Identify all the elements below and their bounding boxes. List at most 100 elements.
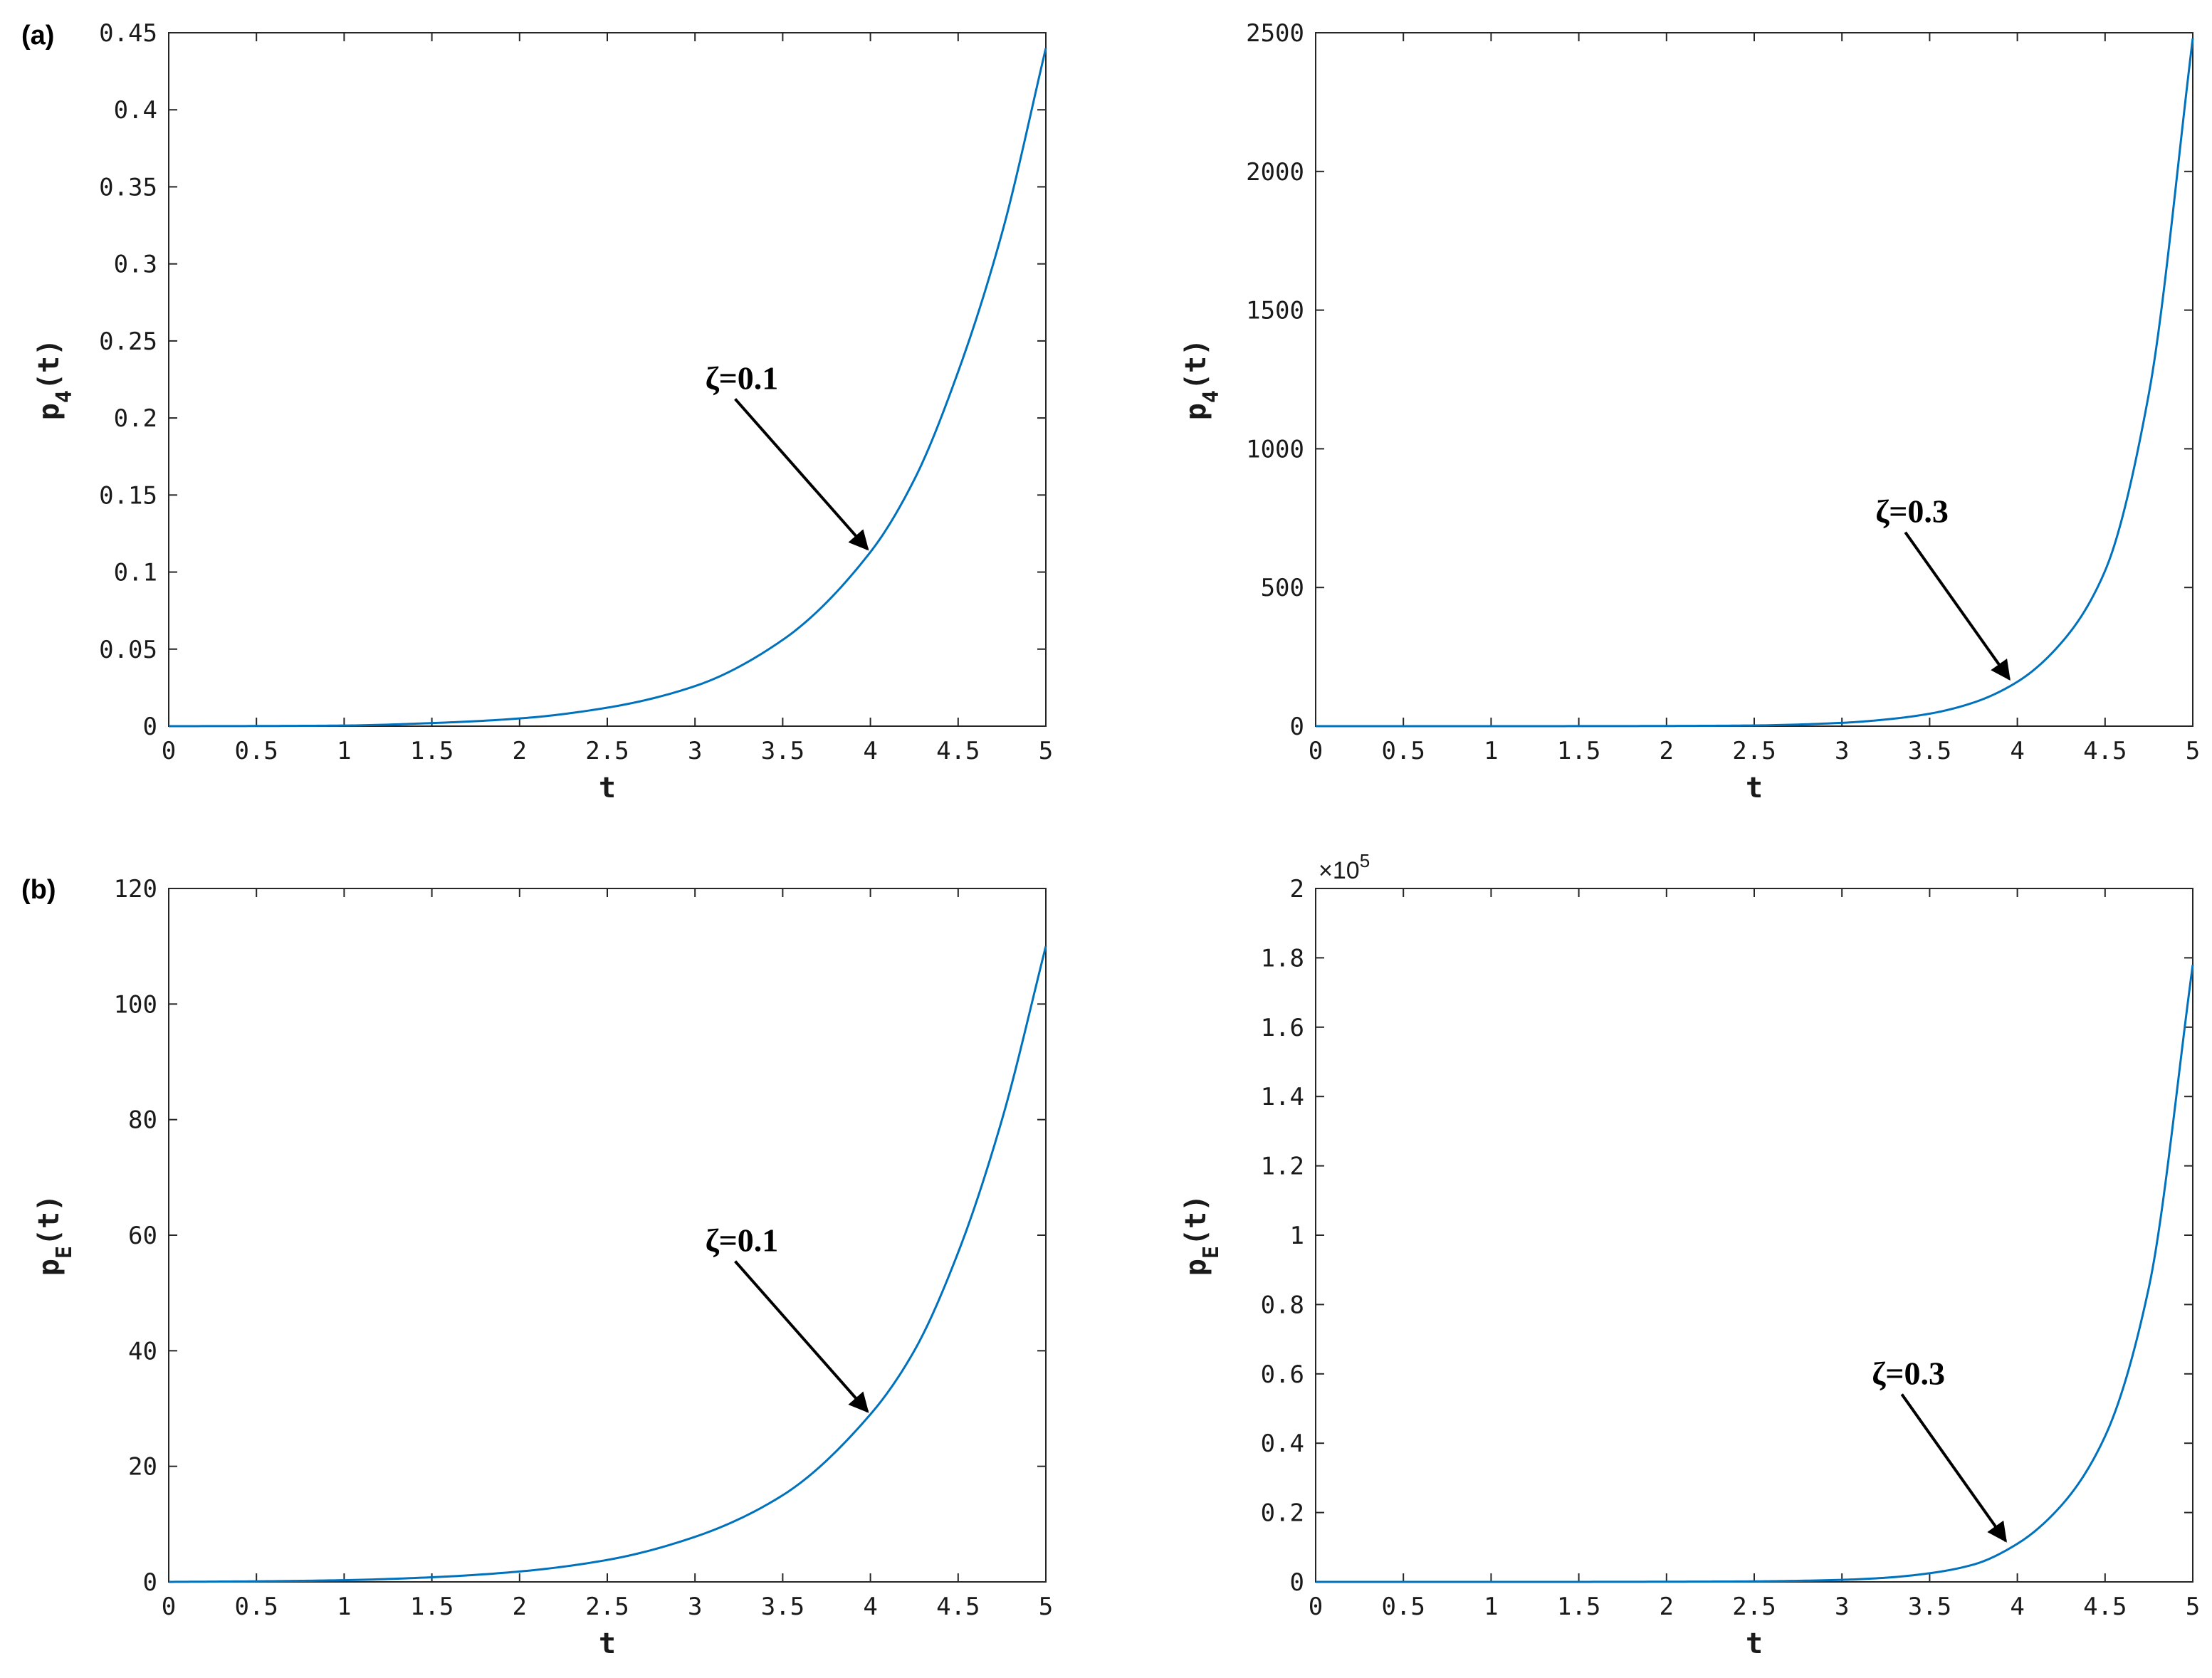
y-tick-label: 1000 <box>1246 435 1304 463</box>
panel-label-a: (a) <box>21 21 54 51</box>
y-axis-label-subscript: 4 <box>52 390 77 403</box>
chart-panel-1: 0 0.5 1 1.5 2 2.5 3 3.5 4 4.5 5 0 0.05 0.1 0.15 0.2 0.25… <box>33 19 1053 804</box>
chart-panel-4: 0 0.5 1 1.5 2 2.5 3 3.5 4 4.5 5 0 0.2 0.4 0.6 0.8 1 1.2 1.… <box>1180 850 2200 1660</box>
x-tick-label: 4.5 <box>2083 737 2127 765</box>
y-tick-label: 0.3 <box>114 251 157 279</box>
y-tick-label: 0.2 <box>1261 1499 1304 1528</box>
y-tick-label: 1.2 <box>1261 1153 1304 1181</box>
x-tick-label: 2.5 <box>585 737 629 765</box>
x-tick-label: 3 <box>688 1593 702 1621</box>
x-tick-label: 2 <box>1660 737 1674 765</box>
y-axis-label-argument: (t) <box>1180 1195 1212 1246</box>
y-tick-label: 0.8 <box>1261 1291 1304 1319</box>
annotation-label: ζ=0.1 <box>706 360 779 396</box>
annotation-label: ζ=0.3 <box>1872 1355 1945 1391</box>
x-axis-label: t <box>599 1627 616 1660</box>
x-tick-label: 1 <box>337 1593 351 1621</box>
x-tick-label: 4 <box>2010 1593 2024 1621</box>
y-tick-label: 0.2 <box>114 404 157 433</box>
x-tick-label: 3 <box>1835 1593 1849 1621</box>
x-tick-label: 3 <box>688 737 702 765</box>
x-tick-label: 4.5 <box>936 737 980 765</box>
y-tick-label: 2 <box>1290 875 1304 903</box>
x-tick-label: 5 <box>1039 737 1053 765</box>
y-tick-label: 60 <box>128 1222 157 1250</box>
x-tick-label: 2 <box>1660 1593 1674 1621</box>
x-tick-label: 0.5 <box>234 1593 278 1621</box>
x-tick-label: 5 <box>2186 737 2200 765</box>
x-tick-label: 4.5 <box>2083 1593 2127 1621</box>
x-tick-label: 4 <box>2010 737 2024 765</box>
y-tick-label: 0.4 <box>1261 1430 1304 1458</box>
y-axis-label: p4(t) <box>1180 339 1224 420</box>
series-line-1 <box>1316 964 2194 1583</box>
y-tick-label: 0.05 <box>99 636 157 664</box>
annotation-arrow <box>1900 1393 2007 1543</box>
y-tick-label: 0 <box>143 713 157 741</box>
y-tick-label: 120 <box>114 875 157 903</box>
y-tick-label: 2000 <box>1246 158 1304 187</box>
x-tick-label: 1.5 <box>1557 1593 1600 1621</box>
x-tick-label: 1 <box>337 737 351 765</box>
series-line-1 <box>1316 38 2194 728</box>
panel-label-b: (b) <box>21 875 56 905</box>
y-axis-label-subscript: 4 <box>1199 390 1224 403</box>
y-axis-label-argument: (t) <box>1180 339 1212 390</box>
y-axis-label: p4(t) <box>33 339 77 420</box>
x-tick-label: 2 <box>513 737 527 765</box>
chart-panel-2: 0 0.5 1 1.5 2 2.5 3 3.5 4 4.5 5 0 500 1000 1500 2000 250… <box>1180 19 2200 804</box>
x-tick-label: 3.5 <box>1908 737 1951 765</box>
y-tick-label: 1500 <box>1246 297 1304 325</box>
y-tick-label: 0 <box>1290 1568 1304 1597</box>
x-tick-label: 2.5 <box>585 1593 629 1621</box>
x-tick-label: 3.5 <box>761 1593 804 1621</box>
y-tick-label: 0.4 <box>114 96 157 125</box>
y-axis-label-subscript: E <box>1199 1246 1224 1259</box>
y-tick-label: 20 <box>128 1453 157 1482</box>
x-tick-label: 3.5 <box>761 737 804 765</box>
y-axis-label-base: p <box>1180 403 1212 420</box>
y-axis-label: pE(t) <box>33 1195 77 1276</box>
x-tick-label: 1.5 <box>410 1593 454 1621</box>
x-tick-label: 1 <box>1484 1593 1498 1621</box>
plot-area-frame <box>1315 888 2193 1583</box>
x-tick-label: 0 <box>1309 1593 1323 1621</box>
x-tick-label: 4 <box>863 1593 877 1621</box>
y-tick-label: 0 <box>1290 713 1304 741</box>
x-axis-label: t <box>1746 772 1763 804</box>
exponent-power: 5 <box>1360 850 1370 871</box>
y-tick-label: 1.4 <box>1261 1083 1304 1111</box>
x-tick-label: 3 <box>1835 737 1849 765</box>
x-tick-label: 3.5 <box>1908 1593 1951 1621</box>
y-axis-exponent-label: ×105 <box>1319 850 1370 884</box>
x-tick-label: 5 <box>1039 1593 1053 1621</box>
y-axis-label-base: p <box>33 1259 65 1276</box>
x-tick-label: 0.5 <box>1381 1593 1425 1621</box>
exponent-prefix: ×10 <box>1319 857 1360 884</box>
x-tick-label: 2 <box>513 1593 527 1621</box>
y-tick-label: 0.6 <box>1261 1360 1304 1389</box>
y-tick-label: 0.15 <box>99 481 157 510</box>
x-tick-label: 0 <box>1309 737 1323 765</box>
annotation-label: ζ=0.3 <box>1875 493 1949 530</box>
x-tick-label: 0.5 <box>234 737 278 765</box>
plot-area-frame <box>168 888 1047 1583</box>
x-axis-label: t <box>599 772 616 804</box>
series-line-1 <box>168 48 1047 728</box>
y-tick-label: 0.45 <box>99 19 157 48</box>
series-line-1 <box>168 945 1047 1583</box>
y-axis-label-base: p <box>1180 1259 1212 1276</box>
y-axis-label-subscript: E <box>52 1246 77 1259</box>
y-tick-label: 40 <box>128 1337 157 1365</box>
y-tick-label: 0.25 <box>99 327 157 356</box>
annotation-arrow <box>734 1260 869 1413</box>
y-axis-label: pE(t) <box>1180 1195 1224 1276</box>
x-tick-label: 4 <box>863 737 877 765</box>
x-tick-label: 4.5 <box>936 1593 980 1621</box>
y-axis-label-argument: (t) <box>33 1195 65 1246</box>
y-tick-label: 1.8 <box>1261 944 1304 972</box>
x-tick-label: 5 <box>2186 1593 2200 1621</box>
x-tick-label: 0 <box>162 1593 176 1621</box>
annotation-arrow <box>734 398 869 551</box>
y-tick-label: 0 <box>143 1568 157 1597</box>
